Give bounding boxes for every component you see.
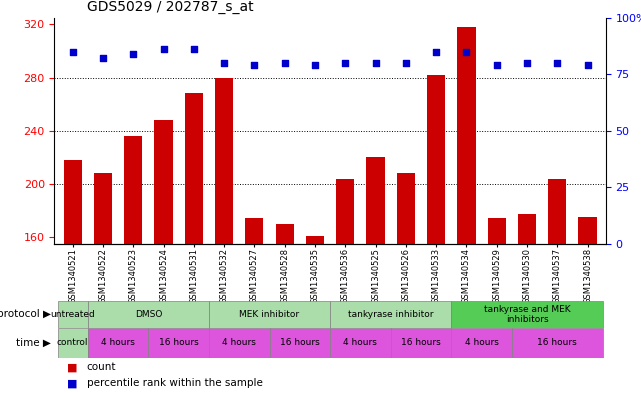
Point xyxy=(98,55,108,61)
Point xyxy=(219,60,229,66)
Bar xyxy=(518,215,536,244)
Bar xyxy=(451,301,603,328)
Text: 16 hours: 16 hours xyxy=(280,338,320,347)
Point xyxy=(158,46,169,52)
Point xyxy=(552,60,562,66)
Point xyxy=(462,48,472,55)
Bar xyxy=(578,217,597,244)
Bar xyxy=(367,157,385,244)
Bar xyxy=(209,301,330,328)
Text: 4 hours: 4 hours xyxy=(344,338,378,347)
Bar xyxy=(488,219,506,244)
Point xyxy=(492,62,502,68)
Text: 4 hours: 4 hours xyxy=(101,338,135,347)
Bar xyxy=(58,301,88,328)
Bar xyxy=(94,173,112,244)
Text: 16 hours: 16 hours xyxy=(159,338,199,347)
Point xyxy=(128,51,138,57)
Point xyxy=(279,60,290,66)
Text: control: control xyxy=(57,338,88,347)
Bar xyxy=(209,328,269,358)
Text: tankyrase inhibitor: tankyrase inhibitor xyxy=(348,310,433,319)
Bar xyxy=(63,160,82,244)
Point xyxy=(249,62,260,68)
Bar xyxy=(58,328,88,358)
Point xyxy=(583,62,593,68)
Bar xyxy=(154,120,172,244)
Bar xyxy=(451,328,512,358)
Text: untreated: untreated xyxy=(50,310,95,319)
Bar xyxy=(124,136,142,244)
Bar xyxy=(306,236,324,244)
Bar xyxy=(391,328,451,358)
Bar xyxy=(215,77,233,244)
Bar xyxy=(457,27,476,244)
Text: time ▶: time ▶ xyxy=(17,338,51,348)
Bar xyxy=(88,328,148,358)
Text: protocol ▶: protocol ▶ xyxy=(0,309,51,320)
Text: 16 hours: 16 hours xyxy=(537,338,577,347)
Point xyxy=(522,60,532,66)
Text: MEK inhibitor: MEK inhibitor xyxy=(240,310,299,319)
Bar xyxy=(88,301,209,328)
Point xyxy=(370,60,381,66)
Bar xyxy=(336,178,354,244)
Bar xyxy=(427,75,445,244)
Text: percentile rank within the sample: percentile rank within the sample xyxy=(87,378,262,388)
Point xyxy=(188,46,199,52)
Bar xyxy=(148,328,209,358)
Point xyxy=(310,62,320,68)
Bar xyxy=(330,328,391,358)
Bar xyxy=(246,219,263,244)
Point xyxy=(340,60,351,66)
Bar xyxy=(512,328,603,358)
Text: 16 hours: 16 hours xyxy=(401,338,441,347)
Point xyxy=(431,48,441,55)
Bar xyxy=(276,224,294,244)
Text: 4 hours: 4 hours xyxy=(465,338,499,347)
Text: tankyrase and MEK
inhibitors: tankyrase and MEK inhibitors xyxy=(484,305,570,324)
Bar xyxy=(185,94,203,244)
Text: count: count xyxy=(87,362,116,373)
Text: ■: ■ xyxy=(67,378,78,388)
Text: DMSO: DMSO xyxy=(135,310,162,319)
Bar xyxy=(397,173,415,244)
Text: 4 hours: 4 hours xyxy=(222,338,256,347)
Bar xyxy=(330,301,451,328)
Point xyxy=(67,48,78,55)
Text: GDS5029 / 202787_s_at: GDS5029 / 202787_s_at xyxy=(87,0,253,14)
Text: ■: ■ xyxy=(67,362,78,373)
Bar xyxy=(269,328,330,358)
Bar xyxy=(548,178,567,244)
Point xyxy=(401,60,411,66)
